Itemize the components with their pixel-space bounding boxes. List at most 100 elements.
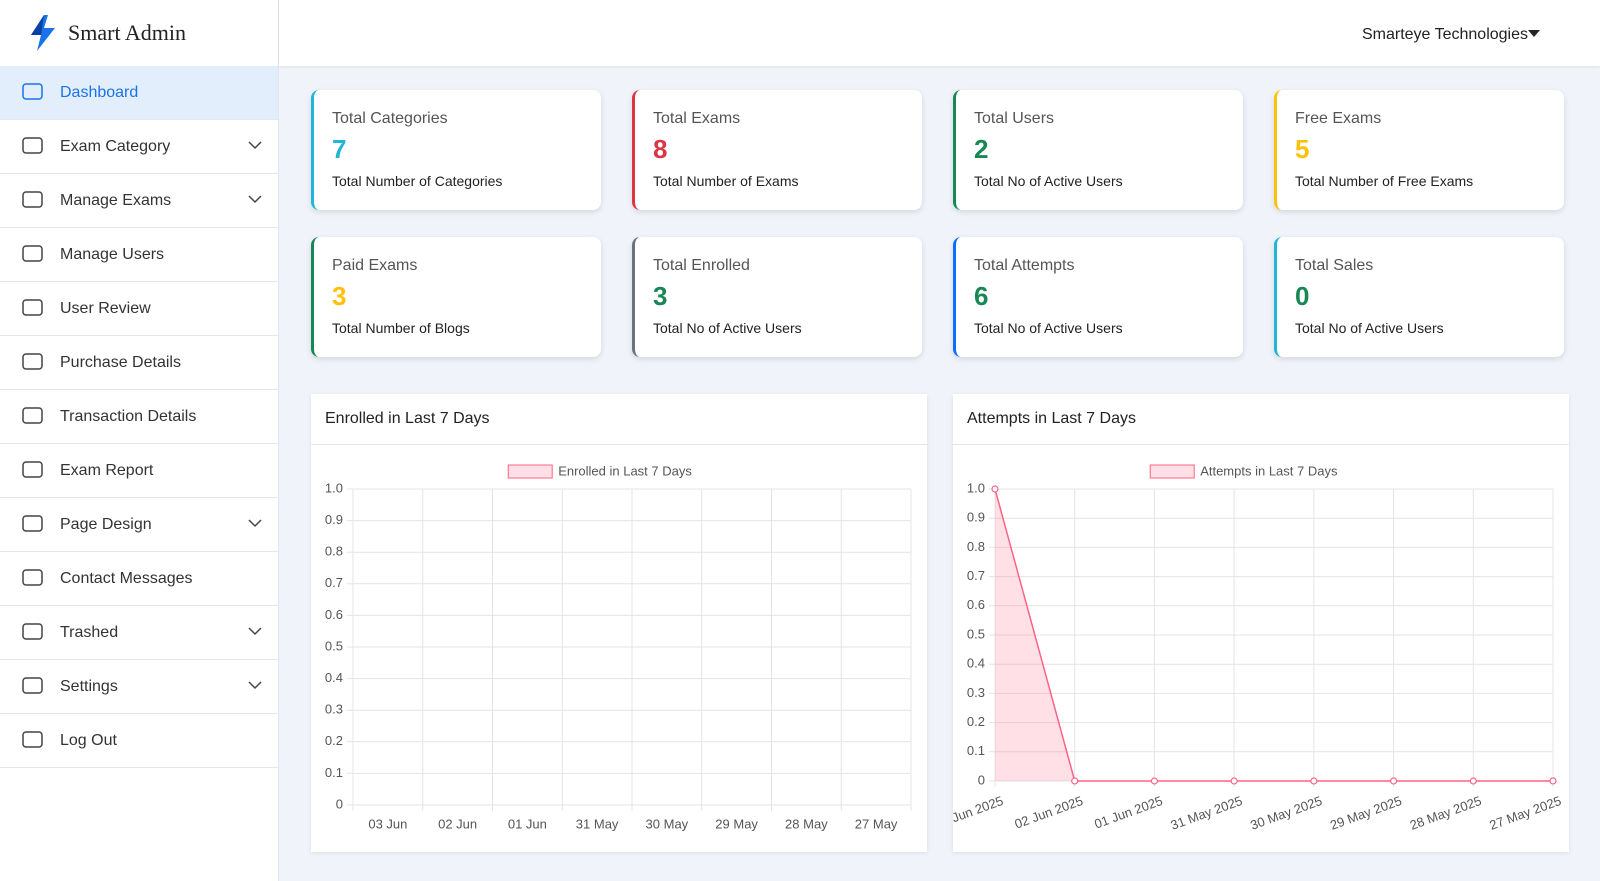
area [995, 489, 1553, 781]
x-tick-label: 28 May 2025 [1408, 793, 1484, 833]
line [994, 488, 1553, 782]
x-tick-label: 27 May [855, 816, 898, 831]
icon-shape [22, 83, 43, 100]
card-value: 8 [653, 134, 668, 164]
y-tick-label: 0.9 [967, 510, 985, 525]
y-tick-label: 0.6 [325, 607, 343, 622]
menu-label: Purchase Details [60, 353, 181, 371]
icon-shape [22, 569, 43, 586]
y-tick-label: 0.3 [967, 685, 985, 700]
menu-item[interactable]: User Review [0, 282, 278, 336]
y-tick-label: 0.8 [325, 544, 343, 559]
menu: Dashboard Exam Category Manage Exams Manage… [0, 66, 278, 768]
icon-shape [22, 137, 43, 154]
user-menu[interactable]: Smarteye Technologies [1361, 26, 1528, 43]
menu-icon [22, 191, 43, 208]
menu-label: Trashed [60, 623, 119, 641]
x-tick-label: 01 Jun 2025 [1092, 793, 1164, 832]
y-tick-label: 0 [336, 796, 343, 811]
y-tick-label: 1.0 [967, 480, 985, 495]
menu-label: Manage Users [60, 245, 165, 263]
icon-shape [22, 353, 43, 370]
menu-item[interactable]: Contact Messages [0, 552, 278, 606]
menu-item[interactable]: Exam Category [0, 120, 278, 174]
card-title: Total Categories [332, 110, 448, 127]
chart: Enrolled in Last 7 Days 0 0.1 0.2 0.3 0.4 0.5 0… [325, 463, 912, 831]
card-title: Total Exams [653, 110, 741, 127]
menu-label: User Review [60, 299, 151, 317]
chart-card: Attempts in Last 7 Days Attempts in Last … [933, 394, 1569, 852]
y-tick-label: 0.3 [325, 702, 343, 717]
x-tick-label: 31 May 2025 [1169, 793, 1245, 833]
menu-label: Exam Report [60, 461, 154, 479]
y-tick-label: 0.6 [967, 597, 985, 612]
menu-icon [22, 137, 43, 154]
chevron [248, 195, 262, 204]
menu-item[interactable]: Log Out [0, 714, 278, 768]
x-tick-label: 29 May 2025 [1328, 793, 1404, 833]
icon-shape [22, 677, 43, 694]
chart: Attempts in Last 7 Days 0 0.1 0.2 0.3 0.4 0.5 0… [933, 463, 1563, 833]
menu-item[interactable]: Exam Report [0, 444, 278, 498]
menu-item[interactable]: Dashboard [0, 66, 278, 120]
menu-item[interactable]: Manage Users [0, 228, 278, 282]
chevron [248, 627, 262, 636]
menu-icon [22, 461, 43, 478]
y-tick-label: 0.5 [325, 638, 343, 653]
icon-shape [22, 461, 43, 478]
card-title: Paid Exams [332, 257, 418, 274]
point [1071, 777, 1079, 785]
y-tick-label: 0.8 [967, 539, 985, 554]
menu-item[interactable]: Trashed [0, 606, 278, 660]
menu-icon [22, 515, 43, 532]
card-subtitle: Total Number of Blogs [332, 320, 470, 336]
menu-label: Settings [60, 677, 118, 695]
menu-item[interactable]: Purchase Details [0, 336, 278, 390]
caret [1528, 30, 1540, 37]
chart-title: Attempts in Last 7 Days [953, 394, 1569, 445]
x-tick-label: 30 May [646, 816, 689, 831]
card-value: 0 [1295, 281, 1310, 311]
menu-item[interactable]: Page Design [0, 498, 278, 552]
icon-shape [22, 623, 43, 640]
x-tick-label: 27 May 2025 [1487, 793, 1563, 833]
menu-label: Log Out [60, 731, 117, 749]
card-value: 3 [653, 281, 668, 311]
point [1310, 777, 1318, 785]
card-subtitle: Total No of Active Users [974, 173, 1123, 189]
y-tick-label: 0.1 [325, 765, 343, 780]
card-subtitle: Total No of Active Users [1295, 320, 1444, 336]
menu-item[interactable]: Manage Exams [0, 174, 278, 228]
y-tick-label: 0.5 [967, 626, 985, 641]
stat-card: Total Categories 7 Total Number of Categor… [311, 90, 601, 210]
y-tick-label: 0.4 [967, 656, 985, 671]
logo [31, 15, 55, 51]
x-tick-label: 28 May [785, 816, 828, 831]
menu-label: Transaction Details [60, 407, 197, 425]
card-title: Total Users [974, 110, 1055, 127]
menu-item[interactable]: Transaction Details [0, 390, 278, 444]
stat-card: Free Exams 5 Total Number of Free Exams [1274, 90, 1564, 210]
icon-shape [22, 191, 43, 208]
y-tick-label: 0.7 [967, 568, 985, 583]
chevron-path [248, 195, 262, 204]
legend-label: Attempts in Last 7 Days [1200, 463, 1338, 478]
sidebar: Smart Admin Dashboard Exam Category Manage… [0, 0, 279, 881]
menu-item[interactable]: Settings [0, 660, 278, 714]
menu-label: Page Design [60, 515, 152, 533]
card-value: 2 [974, 134, 989, 164]
legend-label: Enrolled in Last 7 Days [558, 463, 692, 478]
chart-card: Enrolled in Last 7 Days Enrolled in Last … [311, 394, 927, 852]
stat-card: Paid Exams 3 Total Number of Blogs [311, 237, 601, 357]
point [1549, 777, 1557, 785]
card-subtitle: Total Number of Exams [653, 173, 799, 189]
stat-card: Total Exams 8 Total Number of Exams [632, 90, 922, 210]
icon-shape [22, 299, 43, 316]
brand-name: Smart Admin [68, 20, 186, 45]
icon-shape [22, 245, 43, 262]
icon-shape [22, 515, 43, 532]
brand[interactable]: Smart Admin [0, 0, 278, 66]
card-subtitle: Total Number of Free Exams [1295, 173, 1474, 189]
y-tick-label: 0.2 [325, 733, 343, 748]
point [1230, 777, 1238, 785]
